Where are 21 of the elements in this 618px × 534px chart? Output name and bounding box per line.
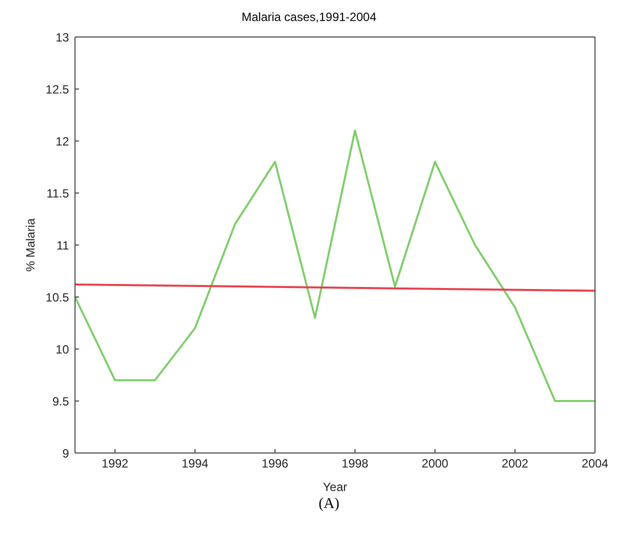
y-axis-title: % Malaria [23,218,38,272]
x-tick-label: 1994 [182,456,209,471]
x-tick-label: 1992 [102,456,129,471]
text: (A) [318,496,340,513]
y-tick-label: 12.5 [46,82,70,96]
y-tick-label: 10.5 [46,290,70,304]
x-tick-label: 1998 [342,456,369,471]
y-tick-label: 11.5 [46,186,70,200]
x-axis-title: Year [322,480,348,494]
y-tick-label: 9 [62,446,70,460]
x-tick-label: 2004 [582,456,609,471]
chart-title: Malaria cases,1991-2004 [240,9,378,26]
y-tick-label: 10 [56,342,70,356]
y-tick-label: 9.5 [52,394,70,408]
y-tick-label: 12 [56,134,70,148]
y-tick-label: 13 [56,30,70,44]
line-series [75,130,595,402]
x-tick-label: 2002 [502,456,529,471]
x-tick-label: 1996 [262,456,289,471]
x-tick-label: 2000 [422,456,449,471]
y-tick-label: 11 [56,238,70,252]
